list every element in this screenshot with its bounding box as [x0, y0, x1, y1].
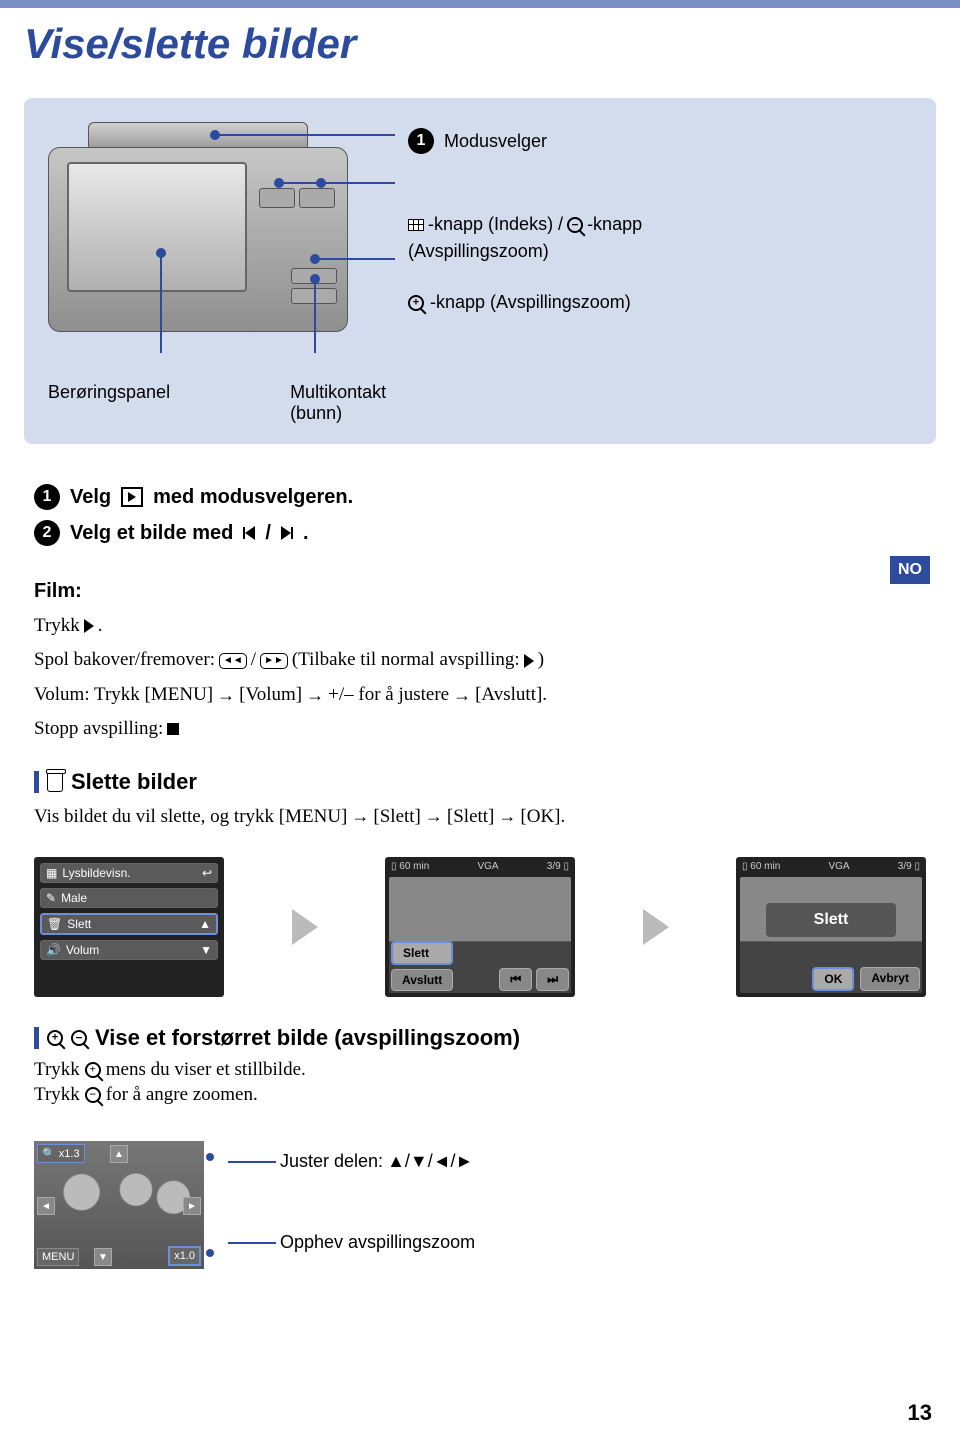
play-mode-icon — [121, 487, 143, 507]
index-icon — [408, 219, 424, 231]
zoom-adjust-a: Juster delen: — [280, 1151, 383, 1172]
film-heading: Film: — [34, 580, 926, 603]
arrow-icon: → — [217, 681, 235, 710]
enlarge-l1-b: mens du viser et stillbilde. — [106, 1059, 306, 1081]
zoom-up-icon: ▲ — [110, 1145, 128, 1163]
step2-text-a: Velg et bilde med — [70, 522, 233, 545]
prev-button[interactable]: ⏮ — [499, 968, 532, 991]
skip-next-icon — [281, 526, 293, 540]
section-accent — [34, 771, 39, 793]
flow-arrow-icon — [643, 909, 669, 945]
film-l4-a: Stopp avspilling: — [34, 714, 163, 744]
film-l1-a: Trykk — [34, 611, 80, 641]
step-number-2: 2 — [34, 520, 60, 546]
confirm-dialog: Slett — [766, 903, 896, 937]
arrow-icon: → — [453, 681, 471, 710]
language-badge: NO — [890, 556, 930, 584]
enlarge-heading: Vise et forstørret bilde (avspillingszoo… — [95, 1025, 520, 1051]
step2-slash: / — [265, 522, 271, 545]
screen-slett: ▯ 60 min VGA 3/9 ▯ Slett Avslutt ⏮ ⏭ — [385, 857, 575, 997]
callout-number-1: 1 — [408, 128, 434, 154]
delete-body-c: [Slett] — [447, 803, 495, 832]
flow-arrow-icon — [292, 909, 318, 945]
play-icon — [84, 619, 94, 633]
zoom-knapp-label: -knapp (Avspillingszoom) — [430, 292, 631, 313]
rewind-icon: ◄◄ — [219, 653, 247, 669]
step1-text-b: med modusvelgeren. — [153, 486, 353, 509]
film-l2-c: (Tilbake til normal avspilling: — [292, 645, 520, 675]
zoom-in-icon — [85, 1062, 101, 1078]
zoom-right-icon: ► — [183, 1197, 201, 1215]
menu-tag: MENU — [37, 1248, 79, 1266]
photo-top-m: VGA — [477, 861, 498, 872]
arrow-icon: → — [498, 803, 516, 830]
arrow-icon: → — [351, 803, 369, 830]
zoom-preview-screen: 🔍 x1.3 ▲ ◄ ► MENU ▼ x1.0 — [34, 1141, 204, 1269]
zoom-out-icon — [85, 1087, 101, 1103]
zoom-tag-br: x1.0 — [168, 1246, 201, 1266]
header-accent-bar — [0, 0, 960, 8]
enlarge-l1-a: Trykk — [34, 1059, 80, 1081]
multi-label-2: (bunn) — [290, 403, 386, 424]
delete-heading: Slette bilder — [71, 769, 197, 795]
delete-screens-row: ▦Lysbildevisn.↩ ✎Male 🗑Slett▲ 🔊Volum▼ ▯ … — [0, 839, 960, 1007]
photo-top-r: 3/9 — [547, 861, 561, 872]
step2-dot: . — [303, 522, 309, 545]
zoom-cancel: Opphev avspillingszoom — [280, 1232, 475, 1253]
film-l3-d: [Avslutt]. — [475, 680, 547, 710]
menu-delete: Slett — [67, 917, 91, 931]
avbryt-button[interactable]: Avbryt — [860, 967, 920, 991]
zoom-adjust-b: ▲/▼/◄/► — [387, 1151, 473, 1172]
touch-panel-label: Berøringspanel — [48, 382, 170, 424]
zoom-out-icon — [71, 1030, 87, 1046]
step1-text-a: Velg — [70, 486, 111, 509]
arrow-icon: → — [425, 803, 443, 830]
film-l3-c: +/– for å justere — [328, 680, 449, 710]
arrow-icon: → — [306, 681, 324, 710]
section-accent — [34, 1027, 39, 1049]
page-number: 13 — [908, 1400, 932, 1426]
delete-body-d: [OK]. — [520, 803, 565, 832]
slett-button[interactable]: Slett — [391, 941, 453, 965]
step-number-1: 1 — [34, 484, 60, 510]
camera-diagram: 1 Modusvelger -knapp (Indeks) / -knapp (… — [24, 98, 936, 444]
ok-button[interactable]: OK — [812, 967, 854, 991]
screen-menu: ▦Lysbildevisn.↩ ✎Male 🗑Slett▲ 🔊Volum▼ — [34, 857, 224, 997]
index-knapp-label-a: -knapp (Indeks) / — [428, 214, 563, 235]
film-l1-b: . — [98, 611, 103, 641]
screen-confirm: ▯ 60 min VGA 3/9 ▯ Slett OK Avbryt — [736, 857, 926, 997]
zoom-left-icon: ◄ — [37, 1197, 55, 1215]
stop-icon — [167, 723, 179, 735]
enlarge-l2-b: for å angre zoomen. — [106, 1084, 258, 1106]
menu-slideshow: Lysbildevisn. — [62, 866, 130, 880]
delete-body-a: Vis bildet du vil slette, og trykk [MENU… — [34, 803, 347, 832]
zoom-down-icon: ▼ — [94, 1248, 112, 1266]
menu-paint: Male — [61, 891, 87, 905]
page-title: Vise/slette bilder — [0, 8, 960, 88]
next-button[interactable]: ⏭ — [536, 968, 569, 991]
zoom-in-icon — [47, 1030, 63, 1046]
fastfwd-icon: ►► — [260, 653, 288, 669]
zoom-out-icon — [567, 217, 583, 233]
enlarge-l2-a: Trykk — [34, 1084, 80, 1106]
delete-body-b: [Slett] — [373, 803, 421, 832]
zoom-in-icon — [408, 295, 424, 311]
photo-top-l: 60 min — [399, 861, 429, 872]
film-l2-d: ) — [538, 645, 544, 675]
film-l3-a: Volum: Trykk [MENU] — [34, 680, 213, 710]
camera-illustration — [48, 122, 368, 342]
avslutt-button[interactable]: Avslutt — [391, 969, 453, 991]
zoom-tag-tl: 🔍 x1.3 — [37, 1144, 85, 1163]
trash-icon — [47, 774, 63, 792]
index-knapp-label-b: -knapp — [587, 214, 642, 235]
film-l2-a: Spol bakover/fremover: — [34, 645, 215, 675]
menu-volume: Volum — [66, 943, 99, 957]
modus-label: Modusvelger — [444, 131, 547, 152]
play-icon-2 — [524, 654, 534, 668]
index-knapp-label-c: (Avspillingszoom) — [408, 241, 912, 262]
skip-prev-icon — [243, 526, 255, 540]
film-l3-b: [Volum] — [239, 680, 302, 710]
multi-label-1: Multikontakt — [290, 382, 386, 403]
film-l2-b: / — [251, 645, 256, 675]
